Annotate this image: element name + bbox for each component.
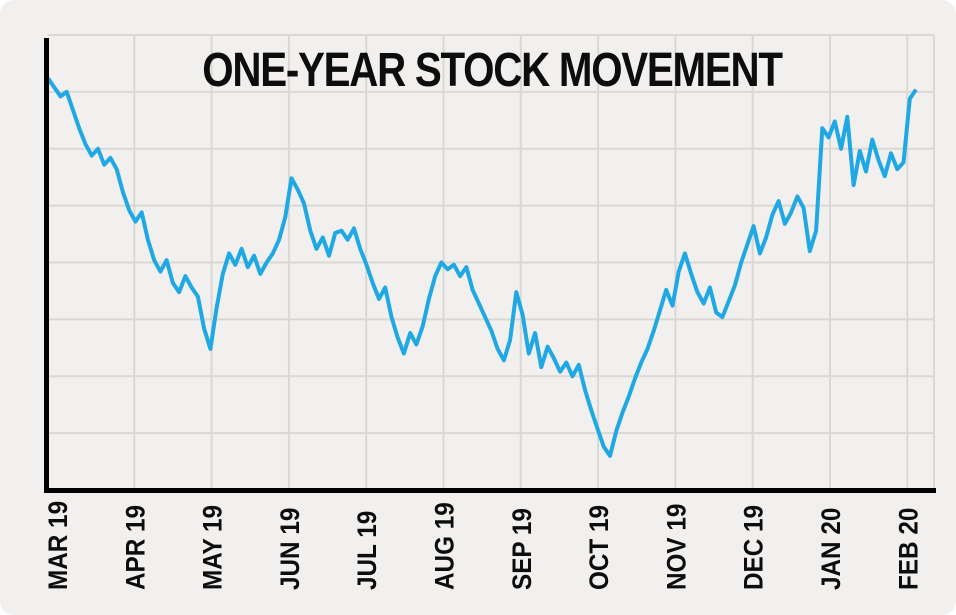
x-axis-label: APR 19 bbox=[121, 505, 150, 590]
x-axis-label: OCT 19 bbox=[585, 505, 614, 590]
x-axis-label: JUN 19 bbox=[276, 508, 305, 590]
x-axis-label: NOV 19 bbox=[662, 504, 691, 590]
x-axis-labels: MAR 19 APR 19 MAY 19 JUN 19 JUL 19 AUG 19 SEP … bbox=[44, 501, 924, 590]
x-axis-label: JUL 19 bbox=[353, 511, 382, 590]
stock-price-line bbox=[46, 77, 918, 458]
x-axis-label: FEB 20 bbox=[894, 508, 923, 590]
chart-title: ONE-YEAR STOCK MOVEMENT bbox=[202, 44, 783, 97]
x-axis-label: SEP 19 bbox=[508, 508, 537, 590]
x-axis-label: JAN 20 bbox=[817, 508, 846, 590]
horizontal-gridlines bbox=[48, 34, 934, 491]
y-axis bbox=[44, 38, 49, 493]
x-axis-label: MAR 19 bbox=[44, 501, 73, 590]
x-axis-label: MAY 19 bbox=[198, 505, 227, 590]
x-axis-label: DEC 19 bbox=[740, 505, 769, 590]
x-axis-label: AUG 19 bbox=[430, 502, 459, 590]
x-axis bbox=[44, 488, 936, 493]
